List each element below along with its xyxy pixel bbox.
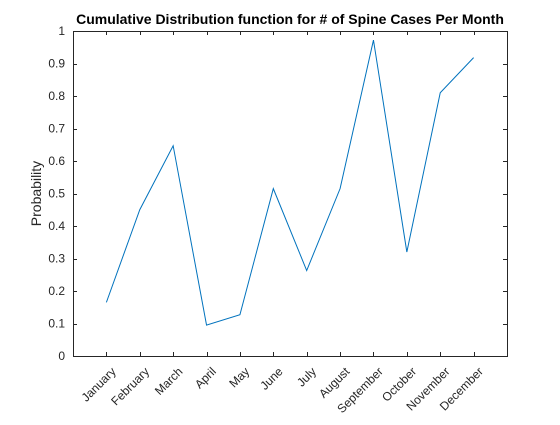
y-tick-label: 0.8 bbox=[48, 89, 65, 103]
y-tick-label: 0.1 bbox=[48, 317, 65, 331]
y-axis-label: Probability bbox=[28, 161, 44, 226]
y-tick-label: 0.2 bbox=[48, 284, 65, 298]
y-tick-label: 1 bbox=[58, 24, 65, 38]
y-tick-label: 0.7 bbox=[48, 122, 65, 136]
x-tick-label: May bbox=[226, 364, 252, 390]
x-tick-label: July bbox=[294, 364, 319, 389]
y-tick-label: 0 bbox=[58, 349, 65, 363]
y-tick-label: 0.4 bbox=[48, 219, 65, 233]
x-tick-label: June bbox=[257, 364, 286, 393]
y-tick-label: 0.3 bbox=[48, 252, 65, 266]
y-tick-label: 0.9 bbox=[48, 57, 65, 71]
y-tick-label: 0.6 bbox=[48, 154, 65, 168]
x-tick-label: April bbox=[192, 364, 219, 391]
plot-area-background bbox=[73, 31, 507, 356]
x-tick-label: March bbox=[152, 364, 185, 397]
chart-title: Cumulative Distribution function for # o… bbox=[76, 11, 504, 27]
y-tick-label: 0.5 bbox=[48, 187, 65, 201]
